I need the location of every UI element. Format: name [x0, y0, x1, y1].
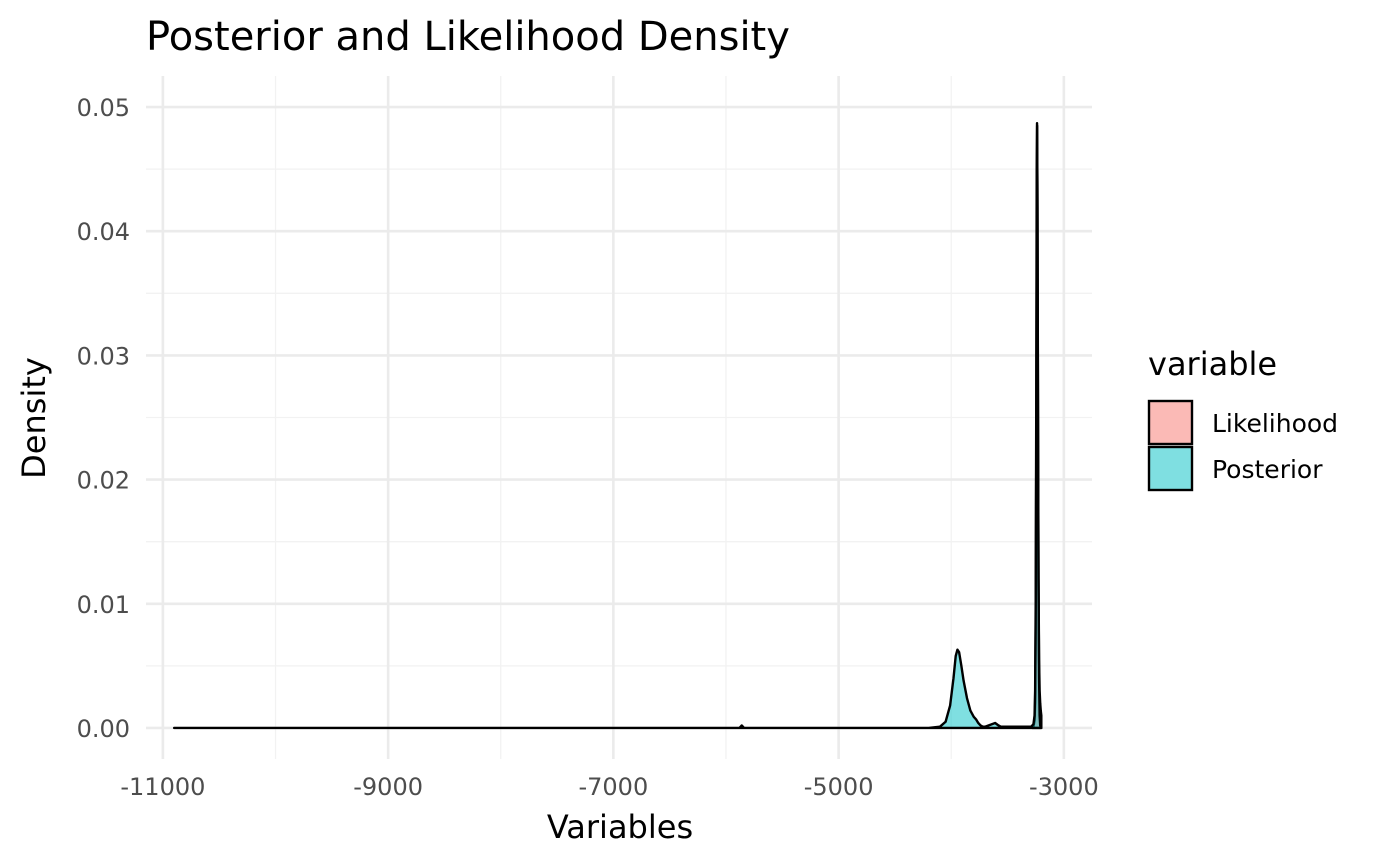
legend-label-posterior: Posterior — [1212, 455, 1323, 484]
x-tick-label: -7000 — [578, 773, 648, 801]
x-tick-label: -3000 — [1029, 773, 1099, 801]
y-tick-label: 0.02 — [77, 467, 130, 495]
legend-title: variable — [1148, 345, 1277, 383]
y-tick-label: 0.04 — [77, 218, 130, 246]
y-tick-label: 0.00 — [77, 715, 130, 743]
y-tick-label: 0.05 — [77, 94, 130, 122]
y-axis-title: Density — [15, 357, 53, 479]
density-areas — [172, 121, 1043, 730]
legend-key-likelihood — [1147, 399, 1194, 446]
x-tick-label: -11000 — [120, 773, 205, 801]
x-tick-label: -9000 — [353, 773, 423, 801]
y-tick-label: 0.01 — [77, 591, 130, 619]
legend-key-posterior — [1147, 445, 1194, 492]
legend: Likelihood Posterior — [1147, 399, 1338, 492]
y-axis-ticks: 0.00 0.01 0.02 0.03 0.04 0.05 — [77, 94, 130, 743]
density-area-posterior — [172, 121, 1043, 730]
y-tick-label: 0.03 — [77, 342, 130, 370]
chart-title: Posterior and Likelihood Density — [146, 14, 790, 60]
x-axis-ticks: -11000 -9000 -7000 -5000 -3000 — [120, 773, 1098, 801]
legend-label-likelihood: Likelihood — [1212, 409, 1338, 438]
grid — [146, 76, 1092, 759]
x-tick-label: -5000 — [804, 773, 874, 801]
x-axis-title: Variables — [547, 808, 693, 846]
